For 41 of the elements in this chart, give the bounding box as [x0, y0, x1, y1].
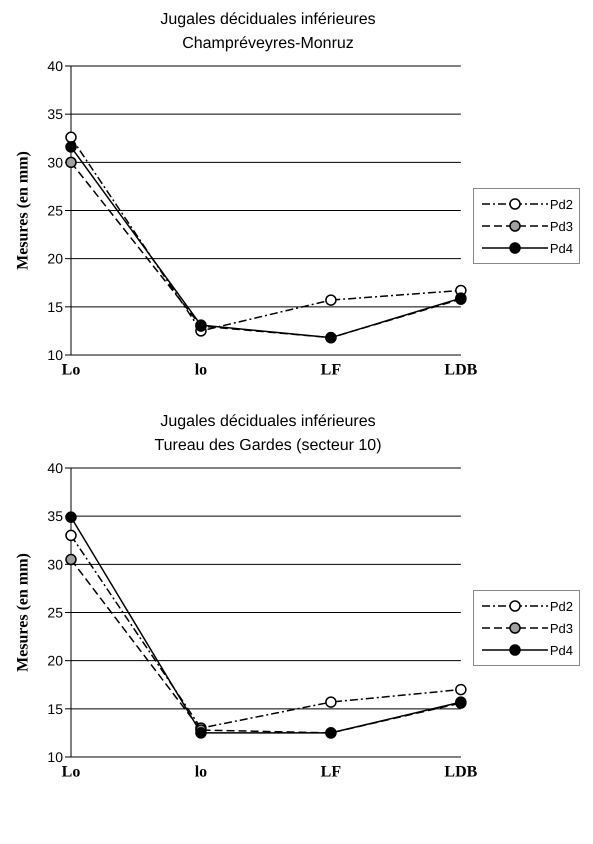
y-tick-label: 10: [47, 748, 64, 765]
point: [65, 132, 77, 144]
legend-label: Pd3: [550, 620, 573, 636]
point: [65, 530, 77, 542]
chart-title: Jugales déciduales inférieures: [159, 10, 377, 30]
x-tick-label: LF: [320, 763, 342, 780]
legend-label: Pd4: [550, 240, 573, 256]
x-tick-label: LDB: [444, 763, 478, 780]
y-tick-label: 25: [47, 202, 64, 218]
y-tick-label: 35: [47, 106, 64, 122]
x-tick-label: lo: [194, 361, 208, 378]
y-tick-label: 20: [47, 652, 64, 669]
x-tick-label: LF: [320, 361, 342, 378]
legend-label: Pd2: [550, 196, 573, 212]
legend-label: Pd3: [550, 218, 573, 234]
y-tick-label: 10: [47, 346, 64, 363]
point: [455, 684, 467, 696]
y-tick-label: 30: [47, 154, 64, 170]
y-tick-label: 15: [47, 298, 64, 315]
y-tick-label: 20: [47, 250, 64, 267]
y-tick-label: 35: [47, 508, 64, 524]
point: [325, 294, 337, 306]
y-tick-label: 40: [47, 460, 64, 476]
point: [195, 727, 207, 739]
x-tick-label: Lo: [62, 763, 80, 780]
x-tick-label: LDB: [444, 361, 478, 378]
point: [65, 141, 77, 153]
chart-title: Jugales déciduales inférieures: [159, 412, 377, 432]
y-tick-label: 15: [47, 700, 64, 717]
y-tick-label: 40: [47, 58, 64, 74]
point: [325, 696, 337, 708]
y-tick-label: 25: [47, 604, 64, 620]
legend-label: Pd4: [550, 642, 573, 658]
x-tick-label: Lo: [62, 361, 80, 378]
legend-label: Pd2: [550, 598, 573, 614]
x-tick-label: lo: [194, 763, 208, 780]
chart-subtitle: Tureau des Gardes (secteur 10): [153, 436, 383, 456]
chart-subtitle: Champréveyres-Monruz: [181, 34, 355, 54]
y-tick-label: 30: [47, 556, 64, 572]
y-axis-title: Mesures (en mm): [14, 553, 32, 672]
y-axis-title: Mesures (en mm): [14, 151, 32, 270]
